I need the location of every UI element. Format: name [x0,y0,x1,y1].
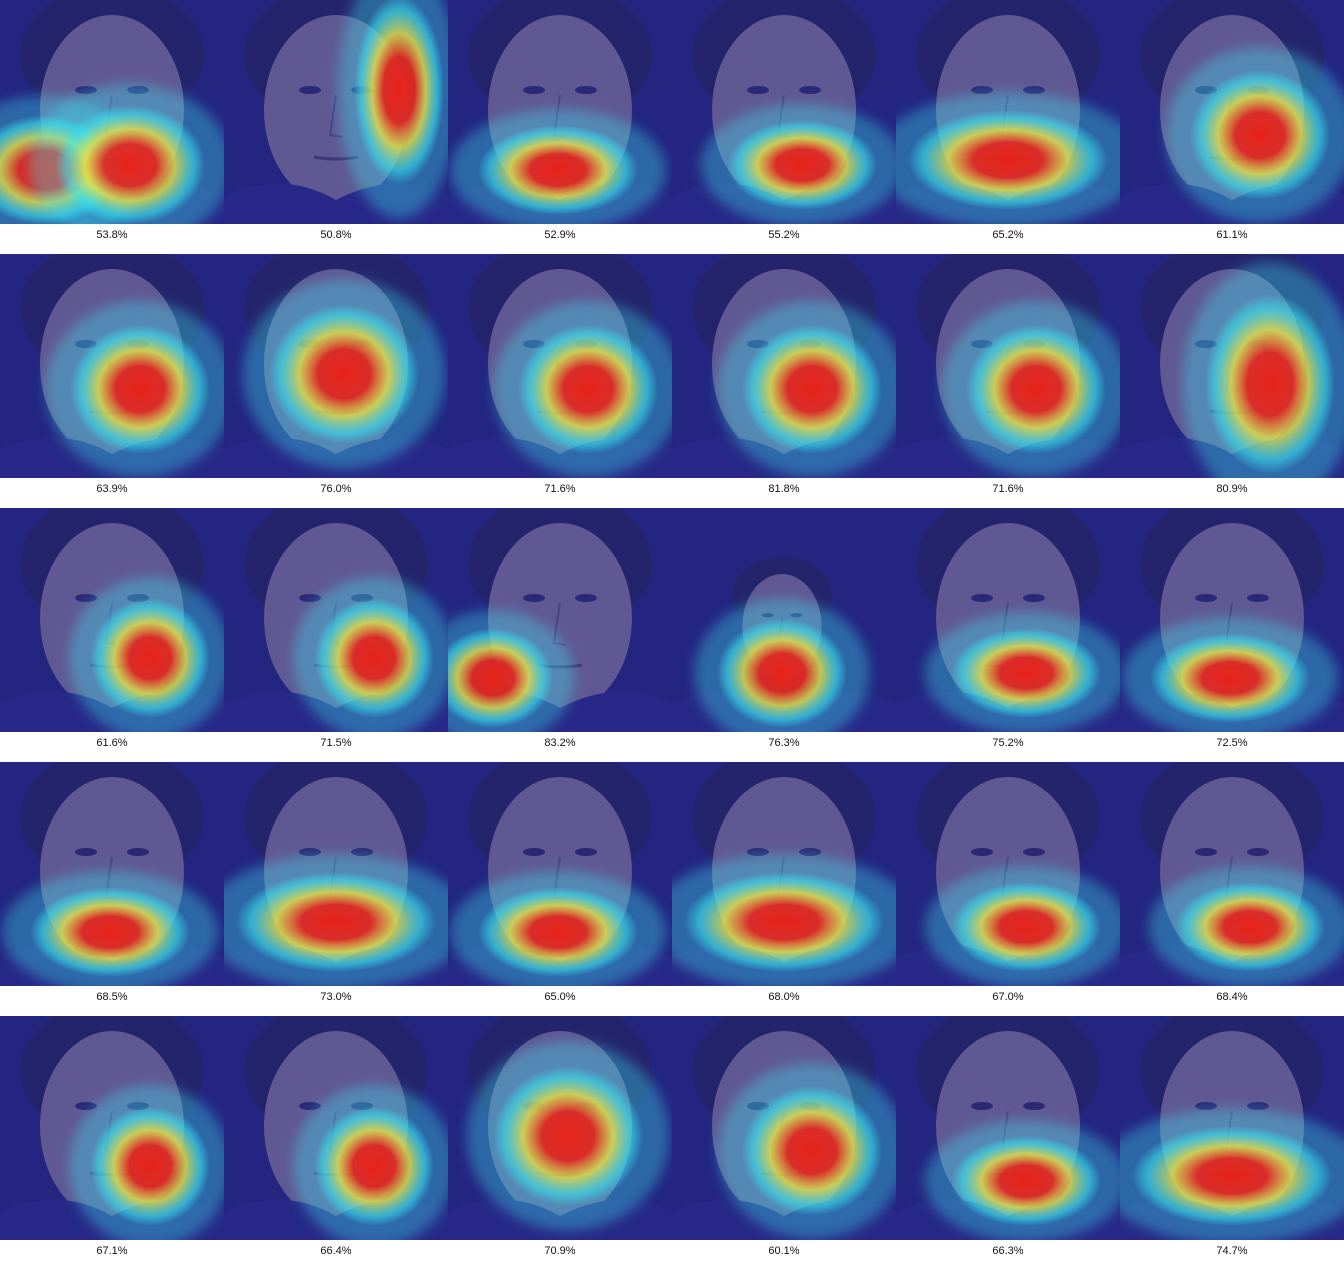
confidence-label: 71.6% [448,478,672,500]
face-heatmap-image [896,762,1120,986]
heatmap-cell: 63.9% [0,254,224,508]
confidence-label: 72.5% [1120,732,1344,754]
heatmap-cell: 67.0% [896,762,1120,1016]
confidence-label: 76.0% [224,478,448,500]
face-heatmap-image [224,0,448,224]
face-heatmap-image [1120,254,1344,478]
heatmap-cell: 71.5% [224,508,448,762]
heatmap-cell: 71.6% [896,254,1120,508]
face-heatmap-image [672,0,896,224]
face-heatmap-image [448,0,672,224]
face-heatmap-image [672,1016,896,1240]
heatmap-cell: 60.1% [672,1016,896,1270]
face-heatmap-image [224,762,448,986]
confidence-label: 67.0% [896,986,1120,1008]
face-heatmap-image [0,1016,224,1240]
face-heatmap-image [1120,0,1344,224]
face-heatmap-image [448,1016,672,1240]
confidence-label: 53.8% [0,224,224,246]
confidence-label: 52.9% [448,224,672,246]
face-heatmap-image [1120,508,1344,732]
confidence-label: 81.8% [672,478,896,500]
face-heatmap-image [0,254,224,478]
heatmap-cell: 53.8% [0,0,224,254]
confidence-label: 61.1% [1120,224,1344,246]
confidence-label: 65.2% [896,224,1120,246]
face-heatmap-image [1120,762,1344,986]
face-heatmap-image [224,508,448,732]
confidence-label: 68.0% [672,986,896,1008]
confidence-label: 75.2% [896,732,1120,754]
heatmap-cell: 65.0% [448,762,672,1016]
heatmap-cell: 61.1% [1120,0,1344,254]
heatmap-cell: 66.4% [224,1016,448,1270]
confidence-label: 66.4% [224,1240,448,1262]
confidence-label: 74.7% [1120,1240,1344,1262]
confidence-label: 80.9% [1120,478,1344,500]
heatmap-cell: 81.8% [672,254,896,508]
heatmap-cell: 61.6% [0,508,224,762]
face-heatmap-image [896,1016,1120,1240]
heatmap-cell: 70.9% [448,1016,672,1270]
face-heatmap-image [896,0,1120,224]
heatmap-cell: 83.2% [448,508,672,762]
confidence-label: 68.4% [1120,986,1344,1008]
heatmap-cell: 65.2% [896,0,1120,254]
face-heatmap-image [896,254,1120,478]
heatmap-cell: 68.5% [0,762,224,1016]
confidence-label: 83.2% [448,732,672,754]
confidence-label: 50.8% [224,224,448,246]
heatmap-cell: 73.0% [224,762,448,1016]
face-heatmap-image [672,508,896,732]
confidence-label: 67.1% [0,1240,224,1262]
face-heatmap-image [1120,1016,1344,1240]
face-heatmap-image [224,254,448,478]
confidence-label: 63.9% [0,478,224,500]
heatmap-cell: 76.3% [672,508,896,762]
confidence-label: 68.5% [0,986,224,1008]
heatmap-cell: 76.0% [224,254,448,508]
heatmap-cell: 52.9% [448,0,672,254]
face-heatmap-image [448,508,672,732]
heatmap-cell: 75.2% [896,508,1120,762]
face-heatmap-image [0,508,224,732]
heatmap-cell: 80.9% [1120,254,1344,508]
heatmap-cell: 68.4% [1120,762,1344,1016]
heatmap-cell: 72.5% [1120,508,1344,762]
face-heatmap-image [0,0,224,224]
heatmap-cell: 74.7% [1120,1016,1344,1270]
confidence-label: 71.5% [224,732,448,754]
confidence-label: 71.6% [896,478,1120,500]
confidence-label: 55.2% [672,224,896,246]
confidence-label: 73.0% [224,986,448,1008]
heatmap-cell: 67.1% [0,1016,224,1270]
face-heatmap-image [672,762,896,986]
face-heatmap-image [448,254,672,478]
confidence-label: 70.9% [448,1240,672,1262]
confidence-label: 65.0% [448,986,672,1008]
face-heatmap-image [896,508,1120,732]
heatmap-cell: 68.0% [672,762,896,1016]
confidence-label: 61.6% [0,732,224,754]
face-heatmap-image [224,1016,448,1240]
confidence-label: 60.1% [672,1240,896,1262]
heatmap-cell: 55.2% [672,0,896,254]
heatmap-cell: 50.8% [224,0,448,254]
face-heatmap-image [672,254,896,478]
confidence-label: 66.3% [896,1240,1120,1262]
confidence-label: 76.3% [672,732,896,754]
heatmap-cell: 66.3% [896,1016,1120,1270]
face-heatmap-image [0,762,224,986]
heatmap-cell: 71.6% [448,254,672,508]
face-heatmap-image [448,762,672,986]
